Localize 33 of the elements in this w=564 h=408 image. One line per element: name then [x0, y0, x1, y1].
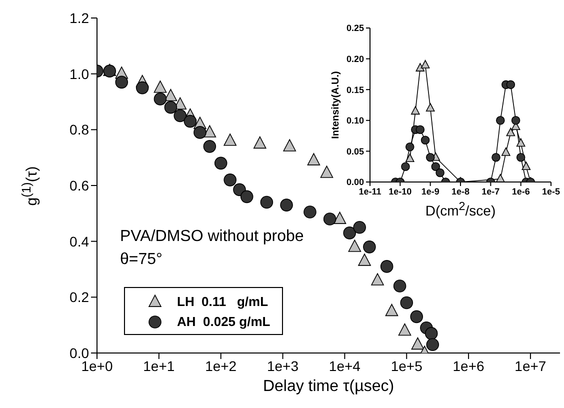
x-tick-label: 1e+2: [205, 358, 237, 374]
annotation: PVA/DMSO without probe: [120, 228, 304, 246]
x-tick-label: 1e+3: [266, 358, 299, 374]
x-tick-label: 1e-8: [451, 186, 470, 196]
y-tick-label: 0.05: [346, 146, 364, 156]
x-tick-label: 1e+4: [328, 358, 361, 374]
y-tick-label: 1.2: [70, 10, 90, 26]
legend-label: LH 0.11 g/mL: [177, 294, 268, 308]
x-tick-label: 1e+5: [390, 358, 423, 374]
y-tick-label: 0.25: [346, 23, 364, 34]
annotation: θ=75°: [120, 251, 162, 269]
y-tick-label: 1.0: [70, 66, 90, 82]
y-tick-label: 0.4: [70, 233, 90, 250]
x-tick-label: 1e+7: [514, 358, 546, 374]
y-tick-label: 0.6: [70, 177, 90, 194]
x-tick-label: 1e-7: [482, 186, 500, 196]
x-tick-label: 1e-11: [358, 186, 382, 196]
x-axis-title: Delay time τ(µsec): [262, 378, 394, 396]
y-tick-label: 0.8: [70, 122, 90, 138]
x-axis-title: D(cm$^{2}$/sce): [425, 200, 496, 219]
x-tick-label: 1e+1: [143, 358, 175, 374]
x-tick-label: 1e+6: [452, 358, 485, 374]
y-axis-title: Intensity(A.U.): [330, 71, 342, 139]
y-tick-label: 0.10: [346, 116, 364, 126]
y-tick-label: 0.15: [346, 84, 364, 95]
x-tick-label: 1e-5: [542, 186, 560, 196]
x-tick-label: 1e-6: [512, 186, 530, 196]
y-tick-label: 0.00: [346, 177, 364, 188]
x-tick-label: 1e-10: [388, 186, 412, 196]
y-tick-label: 0.20: [346, 54, 364, 64]
legend-label: AH 0.025 g/mL: [177, 314, 270, 328]
y-tick-label: 0.2: [70, 289, 90, 306]
x-tick-label: 1e-9: [421, 186, 440, 196]
